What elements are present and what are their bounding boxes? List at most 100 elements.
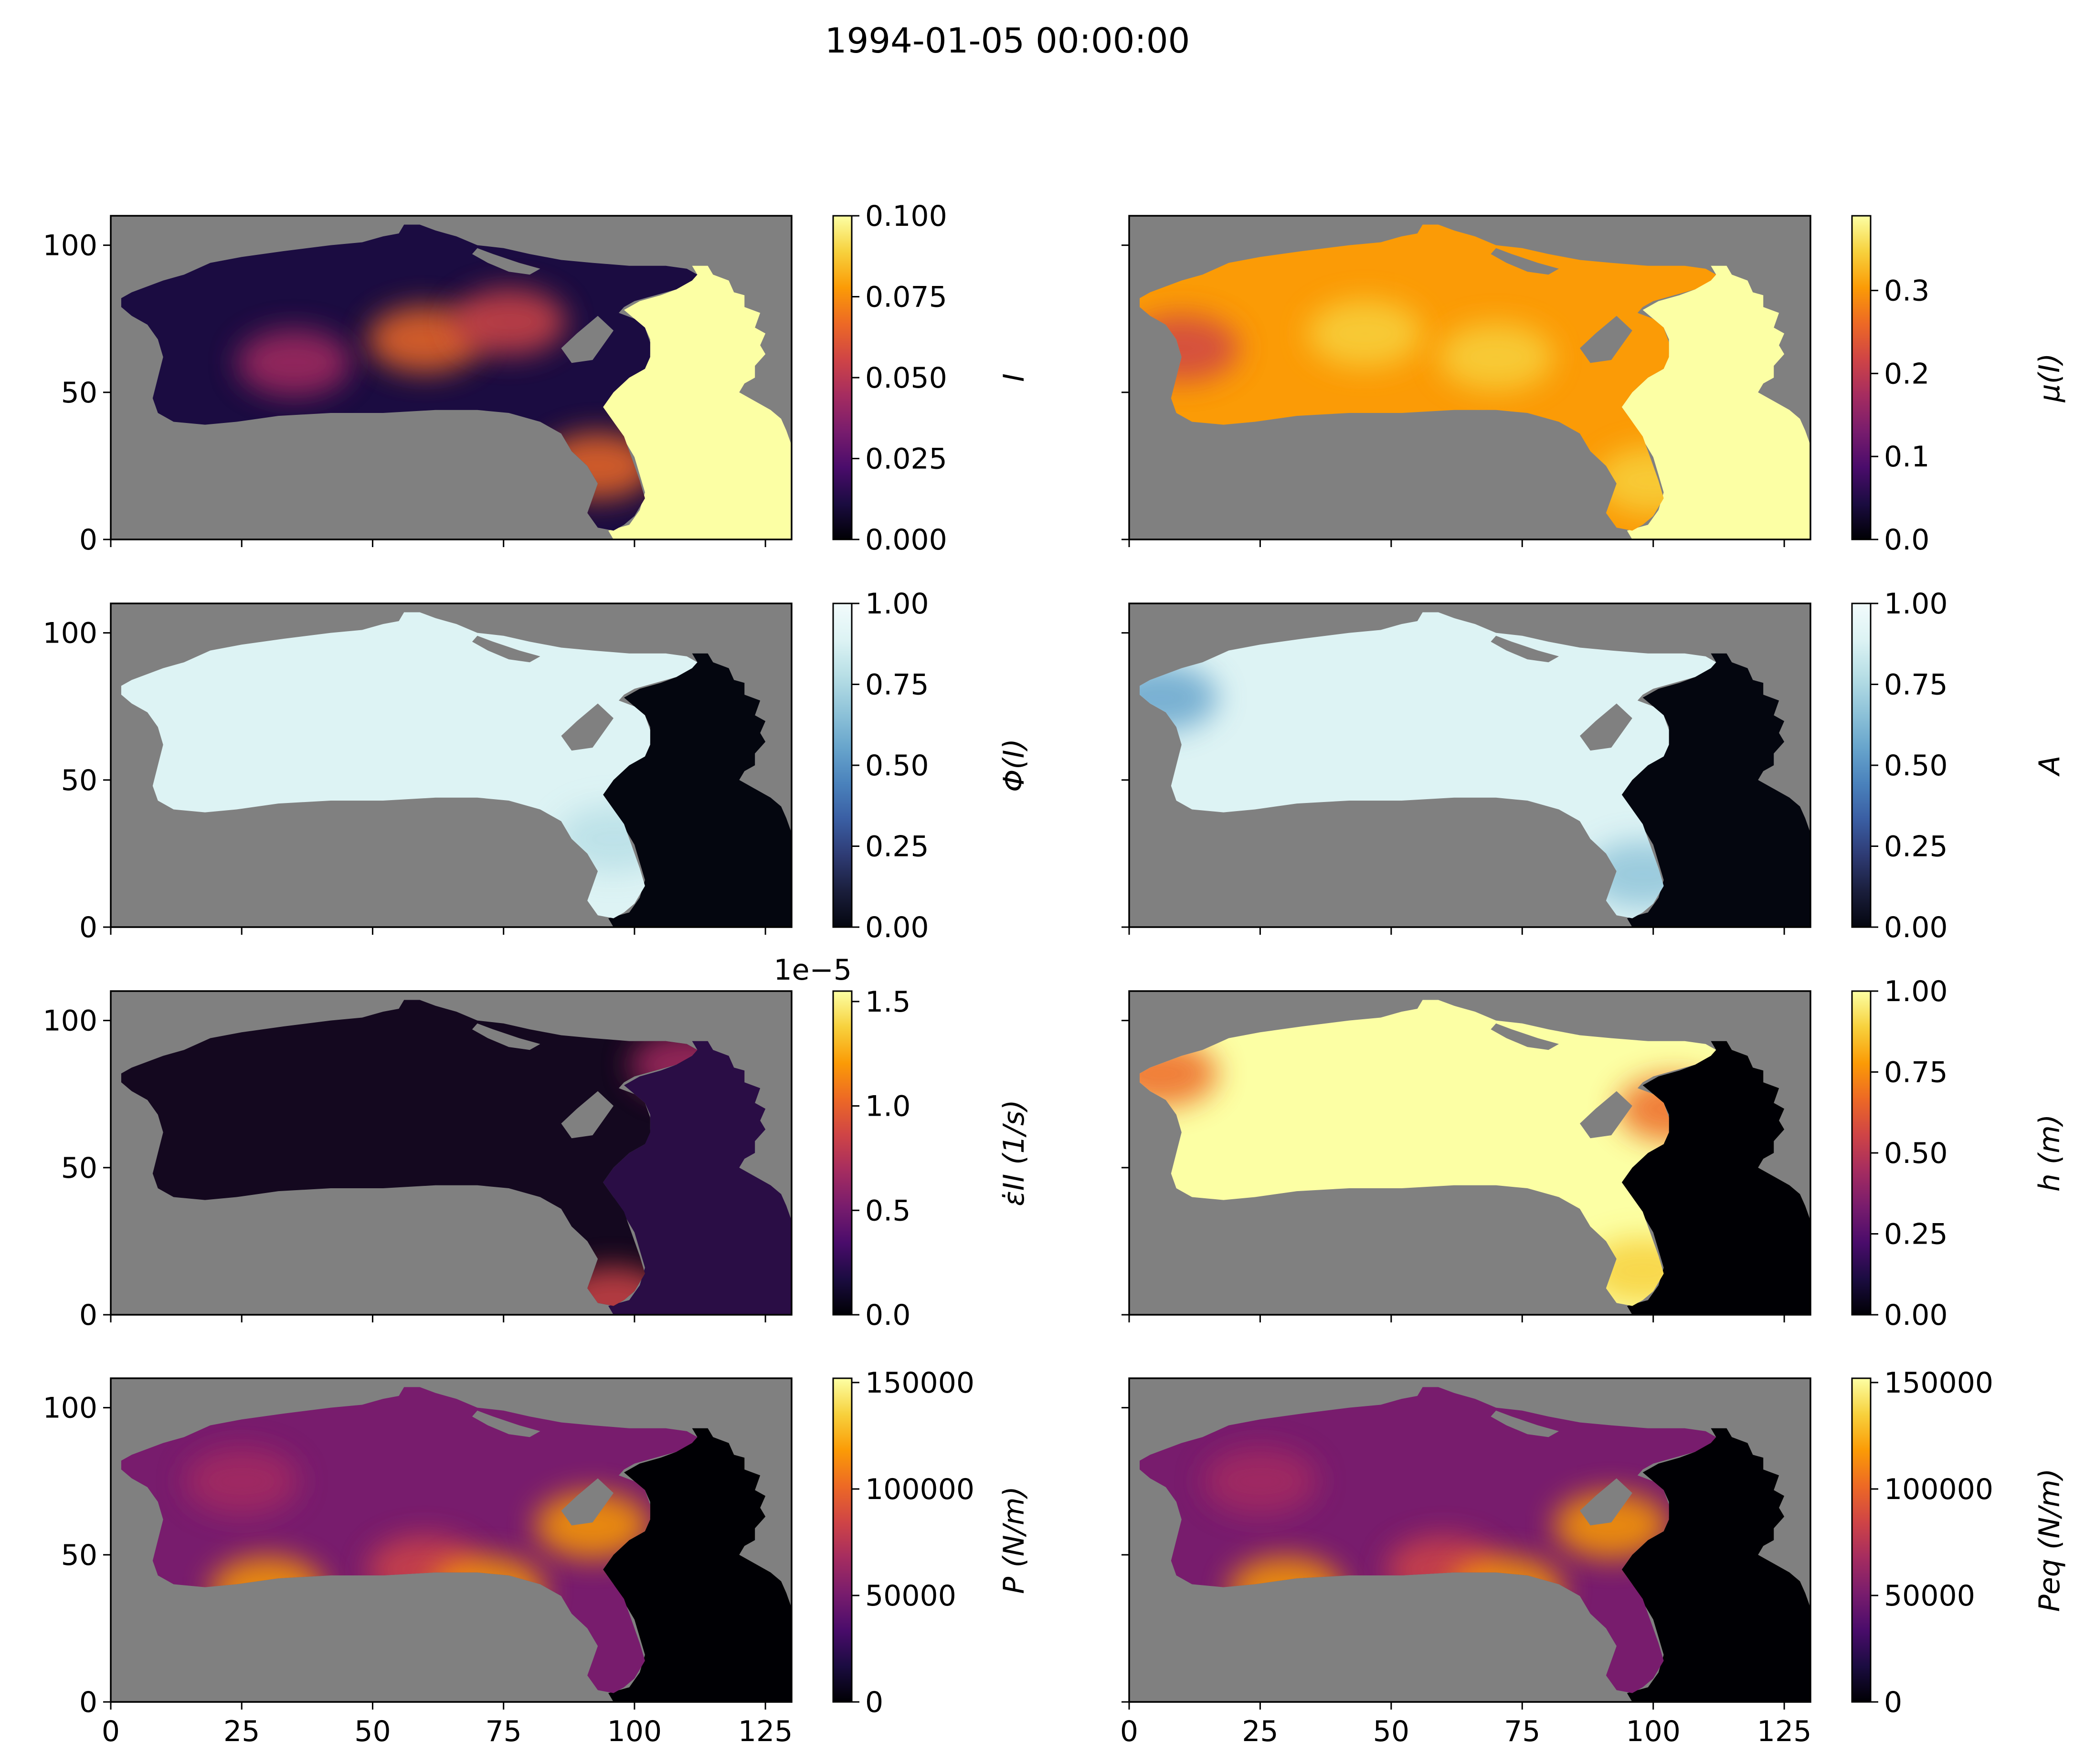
- land-island: [472, 635, 540, 663]
- y-tick-label: 100: [42, 617, 97, 650]
- land-island: [1491, 635, 1559, 663]
- land-island: [1580, 1091, 1632, 1139]
- land-island: [472, 248, 540, 275]
- colorbar-tick-label: 0.75: [1884, 668, 1948, 702]
- axes-frame: [1128, 990, 1811, 1316]
- field-feature: [1140, 664, 1218, 731]
- panel-I: 0 50 100 0.000 0.025 0.050 0.075 0.100 I: [42, 200, 1031, 557]
- colorbar-tick-label: 0.050: [865, 361, 947, 395]
- axes-frame: [110, 1377, 793, 1703]
- land-island: [1491, 248, 1559, 275]
- colorbar-tick-label: 100000: [865, 1473, 974, 1506]
- land-island: [1580, 1478, 1632, 1526]
- ice-region: [121, 612, 698, 919]
- land-island: [1491, 1410, 1559, 1437]
- colorbar-label: A: [2033, 755, 2066, 777]
- colorbar-tick-label: 0.25: [1884, 1218, 1948, 1251]
- colorbar-tick-label: 0.75: [1884, 1056, 1948, 1089]
- colorbar-tick-label: 0.50: [1884, 1137, 1948, 1170]
- open-water-region: [1621, 265, 1810, 539]
- colorbar-tick-label: 50000: [865, 1579, 956, 1613]
- y-tick-label: 50: [61, 376, 97, 410]
- open-water-region: [1621, 653, 1810, 927]
- colorbar: [1851, 1377, 1872, 1703]
- land-island: [472, 1410, 540, 1437]
- x-tick-label: 125: [1757, 1715, 1812, 1748]
- colorbar-tick-label: 0.075: [865, 281, 947, 314]
- colorbar: [832, 602, 853, 928]
- colorbar-offset-label: 1e−5: [773, 953, 852, 987]
- colorbar-tick-label: 0.50: [1884, 749, 1948, 782]
- colorbar-tick-label: 0.25: [1884, 830, 1948, 864]
- y-tick-label: 0: [79, 911, 97, 944]
- x-tick-label: 25: [223, 1715, 260, 1748]
- axes-frame: [1128, 602, 1811, 928]
- ice-region: [1140, 612, 1716, 919]
- x-tick-label: 75: [486, 1715, 522, 1748]
- x-tick-label: 50: [1373, 1715, 1409, 1748]
- colorbar-tick-label: 0.0: [865, 1299, 910, 1332]
- field-feature: [1203, 1447, 1318, 1515]
- y-tick-label: 100: [42, 1392, 97, 1425]
- colorbar-tick-label: 50000: [1884, 1579, 1975, 1613]
- colorbar-tick-label: 0.000: [865, 523, 947, 557]
- y-tick-label: 50: [61, 1539, 97, 1572]
- x-tick-label: 125: [738, 1715, 793, 1748]
- axes-frame: [1128, 1377, 1811, 1703]
- open-water-region: [603, 1428, 792, 1702]
- colorbar-tick-label: 0.50: [865, 749, 929, 782]
- axes-frame: [110, 215, 793, 540]
- colorbar-label: ε̇II (1/s): [997, 1099, 1031, 1206]
- y-tick-label: 50: [61, 764, 97, 797]
- x-tick-label: 100: [607, 1715, 662, 1748]
- colorbar-label: Peq (N/m): [2033, 1468, 2066, 1612]
- x-tick-label: 75: [1504, 1715, 1540, 1748]
- y-tick-label: 100: [42, 229, 97, 263]
- colorbar-tick-label: 0.0: [1884, 523, 1929, 557]
- colorbar-tick-label: 0: [1884, 1686, 1902, 1719]
- ice-region: [1140, 1000, 1716, 1306]
- panel-eps: 0 50 100 0.0 0.5 1.0 1.5 1e−5 ε̇II (1/s): [42, 953, 1031, 1332]
- colorbar-tick-label: 0: [865, 1686, 883, 1719]
- colorbar-tick-label: 0.00: [1884, 911, 1948, 944]
- colorbar-tick-label: 150000: [1884, 1366, 1993, 1400]
- x-tick-label: 0: [102, 1715, 120, 1748]
- field-feature: [184, 1447, 299, 1515]
- ice-region: [1140, 224, 1716, 531]
- x-tick-label: 50: [354, 1715, 391, 1748]
- panel-phi: 0 50 100 0.00 0.25 0.50 0.75 1.00 Φ(I): [42, 587, 1031, 944]
- panel-A: 0.00 0.25 0.50 0.75 1.00 A: [1122, 587, 2066, 944]
- colorbar-tick-label: 0.3: [1884, 274, 1929, 307]
- colorbar-tick-label: 1.00: [865, 587, 929, 621]
- panel-P: 0 50 100 0 25 50 75 100 125 0 50000 100000 150000 P (…: [42, 1366, 1031, 1748]
- colorbar-tick-label: 0.100: [865, 200, 947, 233]
- land-island: [1491, 1023, 1559, 1050]
- colorbar-label: I: [997, 373, 1031, 382]
- colorbar: [832, 990, 853, 1316]
- field-feature: [1439, 323, 1554, 391]
- open-water-region: [603, 1041, 792, 1315]
- colorbar-label: μ(I): [2033, 353, 2066, 403]
- colorbar-tick-label: 0.75: [865, 668, 929, 702]
- colorbar: [1851, 215, 1872, 540]
- colorbar-tick-label: 0.25: [865, 830, 929, 864]
- colorbar-tick-label: 0.5: [865, 1194, 910, 1227]
- figure-title: 1994-01-05 00:00:00: [825, 21, 1190, 61]
- colorbar-label: Φ(I): [997, 739, 1031, 792]
- land-island: [472, 1023, 540, 1050]
- axes-frame: [110, 990, 793, 1316]
- field-feature: [1307, 300, 1422, 367]
- land-island: [561, 703, 614, 751]
- y-tick-label: 100: [42, 1004, 97, 1038]
- open-water-region: [603, 653, 792, 927]
- land-island: [561, 1091, 614, 1139]
- colorbar-tick-label: 0.00: [865, 911, 929, 944]
- field-feature: [236, 329, 351, 397]
- open-water-region: [1621, 1428, 1810, 1702]
- colorbar-tick-label: 0.2: [1884, 357, 1929, 391]
- colorbar: [832, 1377, 853, 1703]
- panel-mu: 0.0 0.1 0.2 0.3 μ(I): [1122, 215, 2066, 557]
- land-island: [561, 1478, 614, 1526]
- colorbar-tick-label: 1.0: [865, 1090, 910, 1123]
